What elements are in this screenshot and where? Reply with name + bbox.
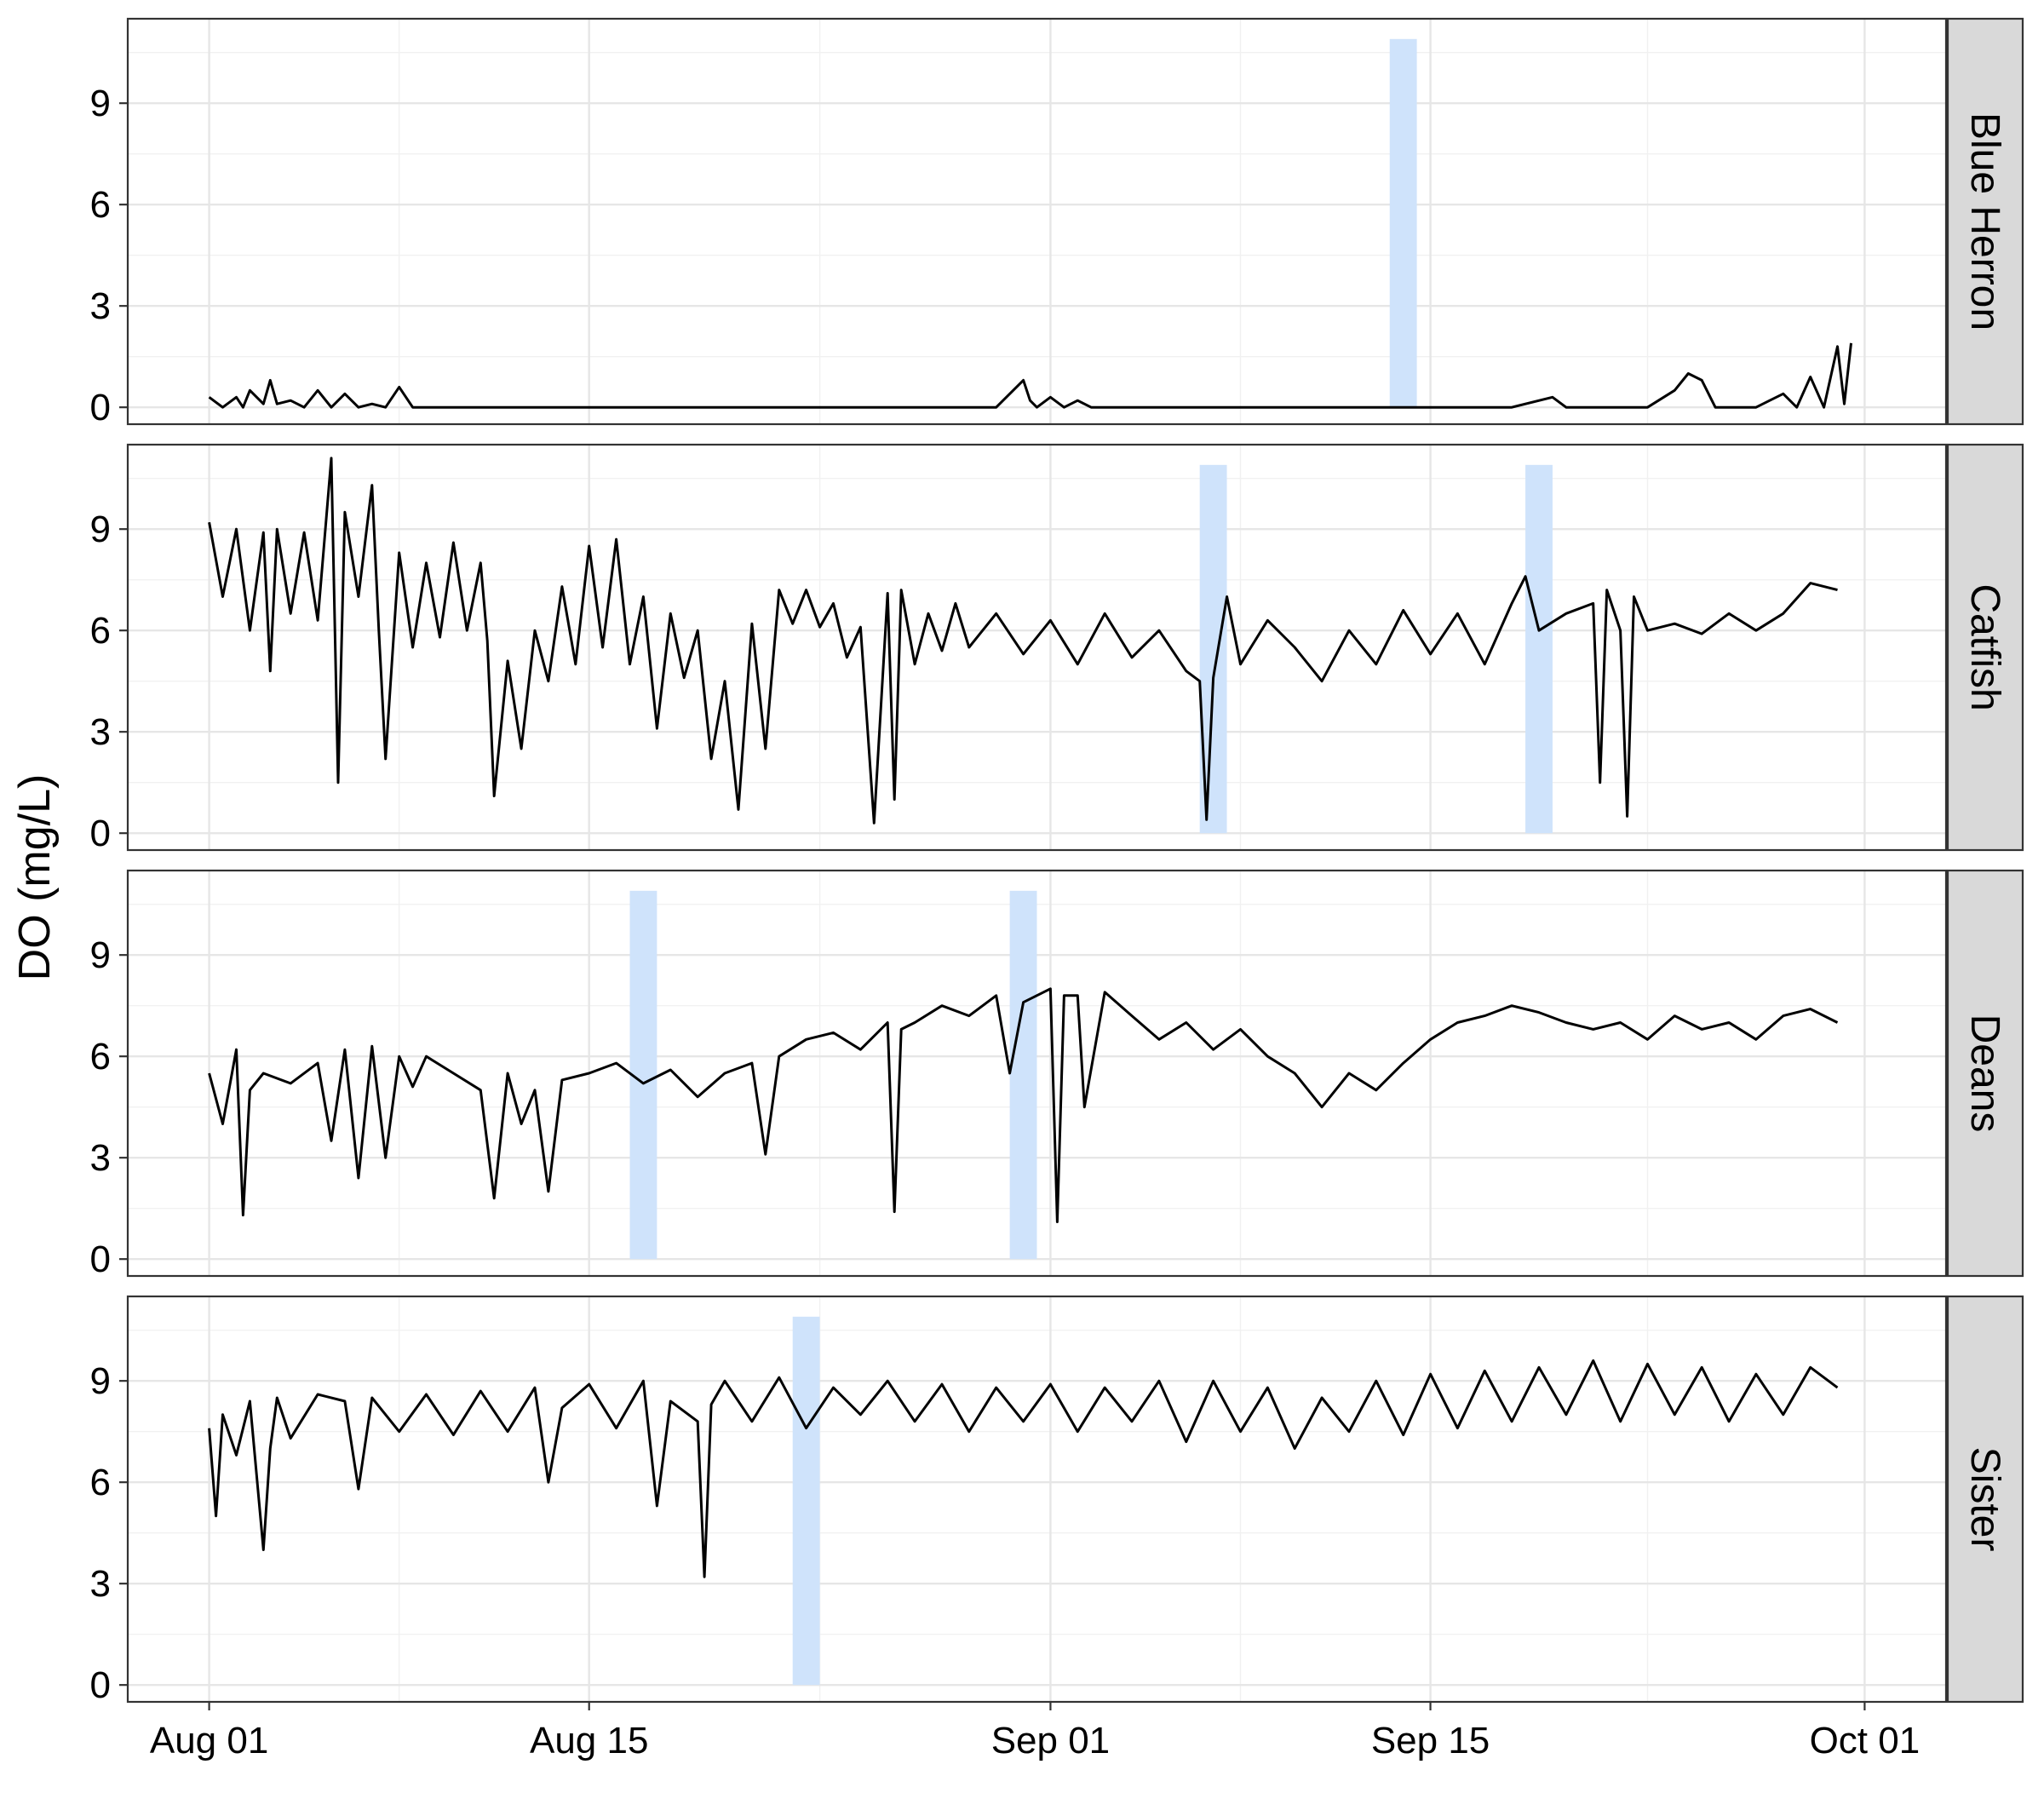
facet-strip: [1946, 443, 2024, 852]
highlight-band: [1389, 38, 1417, 408]
x-tick-label: Oct 01: [1810, 1720, 1921, 1761]
panel-sister: 0 3 6 9 Sister Aug 01 Aug 15 Sep 01 Sep 15 Oct 01: [90, 1295, 2024, 1761]
y-tick-label: 3: [90, 285, 111, 327]
y-tick-label: 9: [90, 83, 111, 124]
facet-label: Deans: [1962, 1014, 2007, 1133]
panel-border: [126, 17, 1948, 426]
facet-label: Sister: [1962, 1447, 2007, 1552]
panel-border: [126, 869, 1948, 1278]
series-line-blue-herron: [208, 342, 1852, 409]
y-tick-label: 9: [90, 509, 111, 550]
facet-strip: [1946, 869, 2024, 1278]
highlight-band: [792, 1316, 820, 1686]
series-line-sister: [208, 1359, 1839, 1578]
x-tick-label: Aug 15: [530, 1720, 648, 1761]
y-tick-label: 6: [90, 610, 111, 652]
highlight-band: [1009, 890, 1037, 1260]
panel-border: [126, 443, 1948, 852]
y-tick-label: 6: [90, 184, 111, 226]
y-tick-label: 6: [90, 1036, 111, 1078]
y-tick-label: 0: [90, 387, 111, 428]
x-tick-label: Sep 15: [1371, 1720, 1490, 1761]
y-axis-label: DO (mg/L): [10, 774, 60, 981]
x-tick-label: Sep 01: [991, 1720, 1110, 1761]
facet-label: Catfish: [1962, 583, 2007, 710]
highlight-band: [629, 890, 657, 1260]
panel-background: [128, 445, 1946, 850]
y-tick-label: 0: [90, 813, 111, 854]
facet-label: Blue Herron: [1962, 112, 2007, 330]
y-tick-label: 6: [90, 1462, 111, 1503]
series-line-catfish: [208, 457, 1838, 825]
y-tick-label: 3: [90, 1563, 111, 1605]
y-tick-label: 9: [90, 934, 111, 976]
panel-background: [128, 19, 1946, 424]
y-tick-label: 0: [90, 1664, 111, 1706]
panel-catfish: 0 3 6 9 Catfish: [90, 443, 2024, 854]
facet-strip: [1946, 17, 2024, 426]
facet-strip: [1946, 1295, 2024, 1704]
highlight-band: [1525, 464, 1553, 834]
panel-border: [126, 1295, 1948, 1704]
y-tick-label: 9: [90, 1360, 111, 1402]
panel-background: [128, 1296, 1946, 1702]
y-tick-label: 3: [90, 711, 111, 753]
series-line-deans: [208, 987, 1839, 1223]
x-tick-label: Aug 01: [150, 1720, 268, 1761]
y-tick-label: 0: [90, 1238, 111, 1280]
panel-blue-herron: 0 3 6 9 Blue Herron: [90, 17, 2024, 428]
y-tick-label: 3: [90, 1137, 111, 1179]
panel-deans: 0 3 6 9 Deans: [90, 869, 2024, 1280]
